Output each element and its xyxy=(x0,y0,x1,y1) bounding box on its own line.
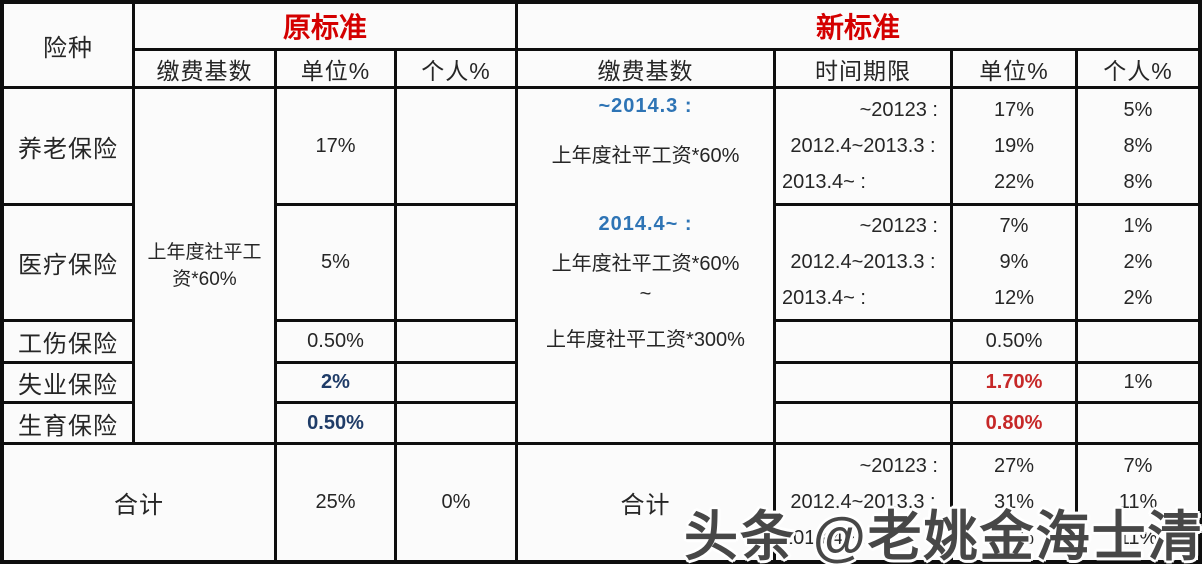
new-personal-unemployment: 1% xyxy=(1078,364,1198,401)
personal-value: 2% xyxy=(1123,251,1153,273)
unit-value: 12% xyxy=(993,286,1035,309)
new-base-line-2: 上年度社平工资*60% xyxy=(551,253,740,275)
unit-value: 31% xyxy=(993,490,1035,513)
total-new-unit: 27% 31% 37% xyxy=(953,445,1075,560)
new-period-medical: ~20123 : 2012.4~2013.3 : 2013.4~ : xyxy=(776,206,950,319)
unit-value: 19% xyxy=(993,134,1035,157)
new-standard-title: 新标准 xyxy=(518,4,1198,48)
new-personal-medical: 1% 2% 2% xyxy=(1078,206,1198,319)
new-base-line-1: 上年度社平工资*60% xyxy=(551,145,740,167)
row-label-pension: 养老保险 xyxy=(4,89,132,203)
old-col-header-unit: 单位% xyxy=(277,51,394,86)
old-personal-injury xyxy=(397,322,515,361)
new-period-unemployment-empty xyxy=(776,364,950,401)
personal-value: 8% xyxy=(1123,170,1153,193)
period-line: ~20123 : xyxy=(859,454,938,477)
old-base-merged-cell: 上年度社平工资*60% xyxy=(135,89,274,442)
period-line: 2012.4~2013.3 : xyxy=(790,490,936,513)
personal-value: 1% xyxy=(1123,215,1153,238)
period-line: 2013.4~ : xyxy=(782,286,866,309)
total-label-old: 合计 xyxy=(4,445,274,560)
new-personal-maternity xyxy=(1078,404,1198,442)
old-unit-maternity: 0.50% xyxy=(277,404,394,442)
new-base-merged-cell: ~2014.3 : 上年度社平工资*60% 2014.4~ : 上年度社平工资*… xyxy=(518,89,773,442)
unit-value: 27% xyxy=(993,454,1035,477)
total-new-personal: 7% 11% 11% xyxy=(1078,445,1198,560)
total-new-period: ~20123 : 2012.4~2013.3 : 2013.4~ : xyxy=(776,445,950,560)
old-personal-unemployment xyxy=(397,364,515,401)
new-personal-pension: 5% 8% 8% xyxy=(1078,89,1198,203)
period-line: 2012.4~2013.3 : xyxy=(790,134,936,157)
new-personal-injury xyxy=(1078,322,1198,361)
new-col-header-base: 缴费基数 xyxy=(518,51,773,86)
personal-value: 7% xyxy=(1123,454,1153,477)
total-old-unit: 25% xyxy=(277,445,394,560)
personal-value: 8% xyxy=(1123,134,1153,157)
new-col-header-period: 时间期限 xyxy=(776,51,950,86)
period-line: ~20123 : xyxy=(859,98,938,121)
new-col-header-unit: 单位% xyxy=(953,51,1075,86)
old-col-header-base: 缴费基数 xyxy=(135,51,274,86)
old-personal-medical xyxy=(397,206,515,319)
row-label-medical: 医疗保险 xyxy=(4,206,132,319)
unit-value: 37% xyxy=(993,527,1035,550)
new-unit-pension: 17% 19% 22% xyxy=(953,89,1075,203)
new-period-pension: ~20123 : 2012.4~2013.3 : 2013.4~ : xyxy=(776,89,950,203)
row-label-unemployment: 失业保险 xyxy=(4,364,132,401)
unit-value: 17% xyxy=(993,98,1035,121)
new-col-header-personal: 个人% xyxy=(1078,51,1198,86)
new-base-tilde: ~ xyxy=(639,283,652,305)
old-unit-medical: 5% xyxy=(277,206,394,319)
new-unit-unemployment: 1.70% xyxy=(953,364,1075,401)
new-unit-injury: 0.50% xyxy=(953,322,1075,361)
old-col-header-personal: 个人% xyxy=(397,51,515,86)
period-line: 2012.4~2013.3 : xyxy=(790,251,936,273)
total-label-new: 合计 xyxy=(518,445,773,560)
toutiao-watermark: 头条 @老姚金海士清 xyxy=(684,507,1202,564)
personal-value: 11% xyxy=(1118,527,1158,550)
unit-value: 7% xyxy=(999,215,1029,238)
new-period-maternity-empty xyxy=(776,404,950,442)
row-label-maternity: 生育保险 xyxy=(4,404,132,442)
period-line: ~20123 : xyxy=(859,215,938,238)
period-line: 2013.4~ : xyxy=(782,527,866,550)
new-base-period-1: ~2014.3 : xyxy=(598,95,693,117)
unit-value: 22% xyxy=(993,170,1035,193)
new-unit-maternity: 0.80% xyxy=(953,404,1075,442)
old-unit-pension: 17% xyxy=(277,89,394,203)
new-unit-medical: 7% 9% 12% xyxy=(953,206,1075,319)
new-base-line-3: 上年度社平工资*300% xyxy=(546,329,745,351)
personal-value: 5% xyxy=(1123,98,1153,121)
old-standard-title: 原标准 xyxy=(135,4,515,48)
row-label-injury: 工伤保险 xyxy=(4,322,132,361)
old-unit-unemployment: 2% xyxy=(277,364,394,401)
personal-value: 11% xyxy=(1118,490,1158,513)
new-base-period-2: 2014.4~ : xyxy=(598,213,693,235)
total-old-personal: 0% xyxy=(397,445,515,560)
old-personal-pension xyxy=(397,89,515,203)
old-unit-injury: 0.50% xyxy=(277,322,394,361)
new-period-injury-empty xyxy=(776,322,950,361)
unit-value: 9% xyxy=(999,251,1029,273)
personal-value: 2% xyxy=(1123,286,1153,309)
corner-header-insurance-type: 险种 xyxy=(4,4,132,86)
period-line: 2013.4~ : xyxy=(782,170,866,193)
old-personal-maternity xyxy=(397,404,515,442)
